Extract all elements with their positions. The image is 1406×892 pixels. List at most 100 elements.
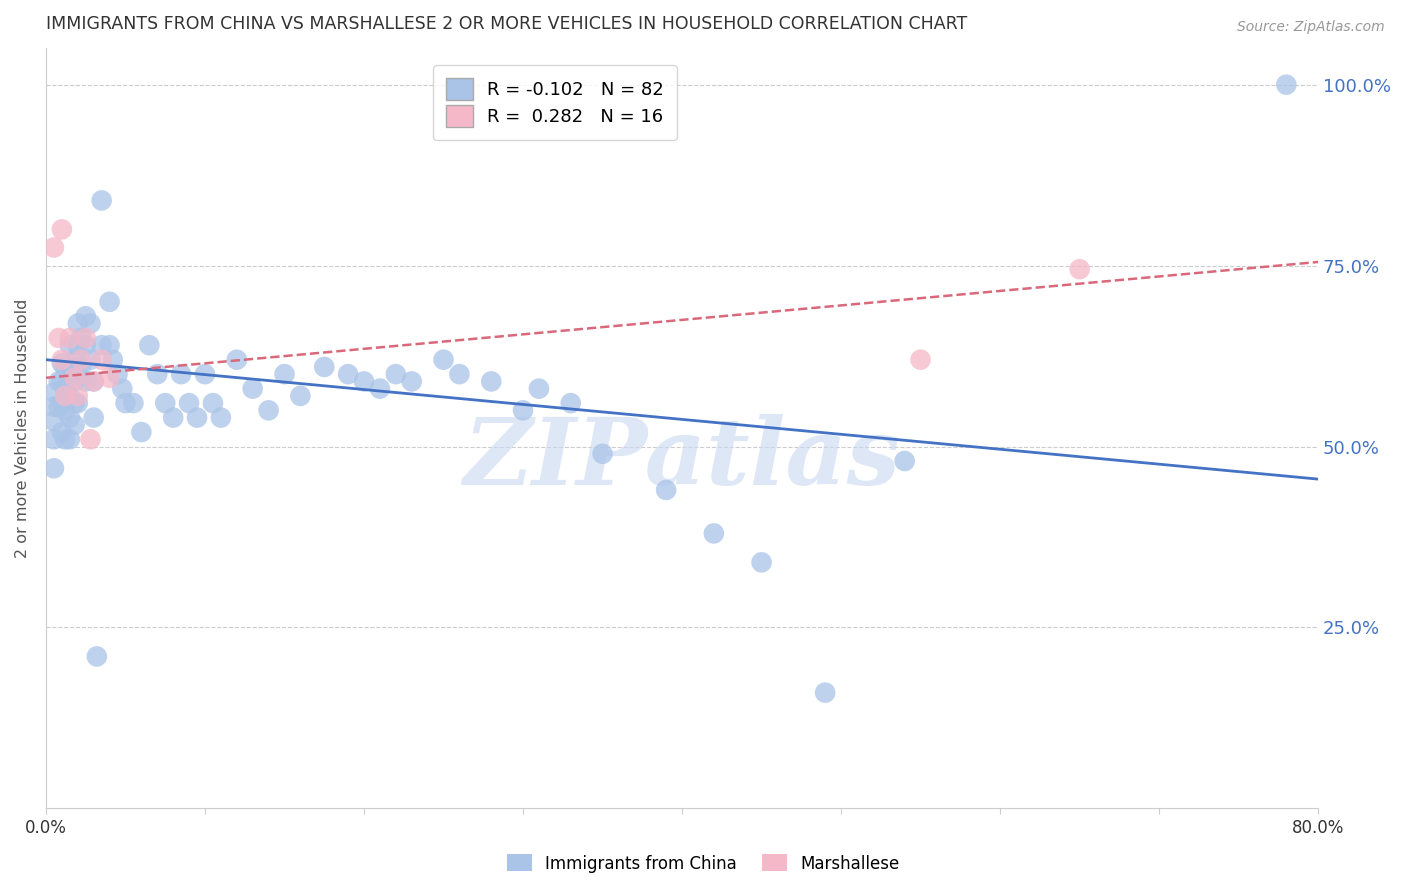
Point [98,294,121,309]
Point [527,382,550,396]
Point [273,367,295,381]
Text: IMMIGRANTS FROM CHINA VS MARSHALLESE 2 OR MORE VEHICLES IN HOUSEHOLD CORRELATION: IMMIGRANTS FROM CHINA VS MARSHALLESE 2 O… [46,15,967,33]
Point [201,396,224,410]
Point [42,432,65,446]
Point [53,403,76,417]
Point [66,396,89,410]
Point [98,338,121,352]
Point [90,338,112,352]
Point [751,555,773,569]
Point [48,331,70,345]
Point [42,400,65,414]
Point [75,310,97,324]
Point [314,359,336,374]
Point [155,396,177,410]
Point [79,432,101,446]
Point [59,410,82,425]
Point [592,447,614,461]
Point [893,454,915,468]
Point [560,396,582,410]
Point [703,526,725,541]
Point [479,375,502,389]
Text: ZIPatlas: ZIPatlas [464,414,901,504]
Point [910,352,932,367]
Point [90,352,112,367]
Point [48,400,70,414]
Point [59,432,82,446]
Point [59,338,82,352]
Point [75,331,97,345]
Point [63,371,86,385]
Point [225,352,247,367]
Point [53,382,76,396]
Point [66,317,89,331]
Point [66,367,89,381]
Point [51,425,73,439]
Point [63,352,86,367]
Point [79,317,101,331]
Y-axis label: 2 or more Vehicles in Household: 2 or more Vehicles in Household [15,299,30,558]
Point [53,389,76,403]
Point [655,483,678,497]
Point [101,352,124,367]
Point [42,414,65,428]
Point [186,410,208,425]
Legend: R = -0.102   N = 82, R =  0.282   N = 16: R = -0.102 N = 82, R = 0.282 N = 16 [433,65,676,140]
Point [194,367,217,381]
Point [66,389,89,403]
Point [111,382,134,396]
Point [51,222,73,236]
Point [75,375,97,389]
Point [449,367,471,381]
Point [70,331,93,345]
Point [42,461,65,475]
Point [177,396,200,410]
Point [337,367,360,381]
Point [59,389,82,403]
Point [368,382,391,396]
Point [242,382,264,396]
Point [53,359,76,374]
Point [63,417,86,432]
Point [63,375,86,389]
Point [209,410,232,425]
Text: Source: ZipAtlas.com: Source: ZipAtlas.com [1237,20,1385,34]
Point [385,367,408,381]
Point [98,371,121,385]
Point [114,396,136,410]
Point [131,425,153,439]
Point [170,367,193,381]
Point [122,396,145,410]
Point [1069,262,1091,277]
Point [83,375,105,389]
Point [70,359,93,374]
Point [146,367,169,381]
Point [83,375,105,389]
Point [162,410,184,425]
Point [51,356,73,370]
Point [51,352,73,367]
Point [353,375,375,389]
Point [401,375,423,389]
Point [90,194,112,208]
Point [79,352,101,367]
Point [42,385,65,400]
Point [48,375,70,389]
Point [107,367,129,381]
Point [51,375,73,389]
Point [59,331,82,345]
Point [257,403,280,417]
Point [290,389,312,403]
Point [59,359,82,374]
Point [53,432,76,446]
Point [138,338,160,352]
Point [66,338,89,352]
Point [512,403,534,417]
Point [814,685,837,699]
Legend: Immigrants from China, Marshallese: Immigrants from China, Marshallese [501,847,905,880]
Point [432,352,454,367]
Point [86,649,108,664]
Point [70,352,93,367]
Point [75,338,97,352]
Point [1275,78,1298,92]
